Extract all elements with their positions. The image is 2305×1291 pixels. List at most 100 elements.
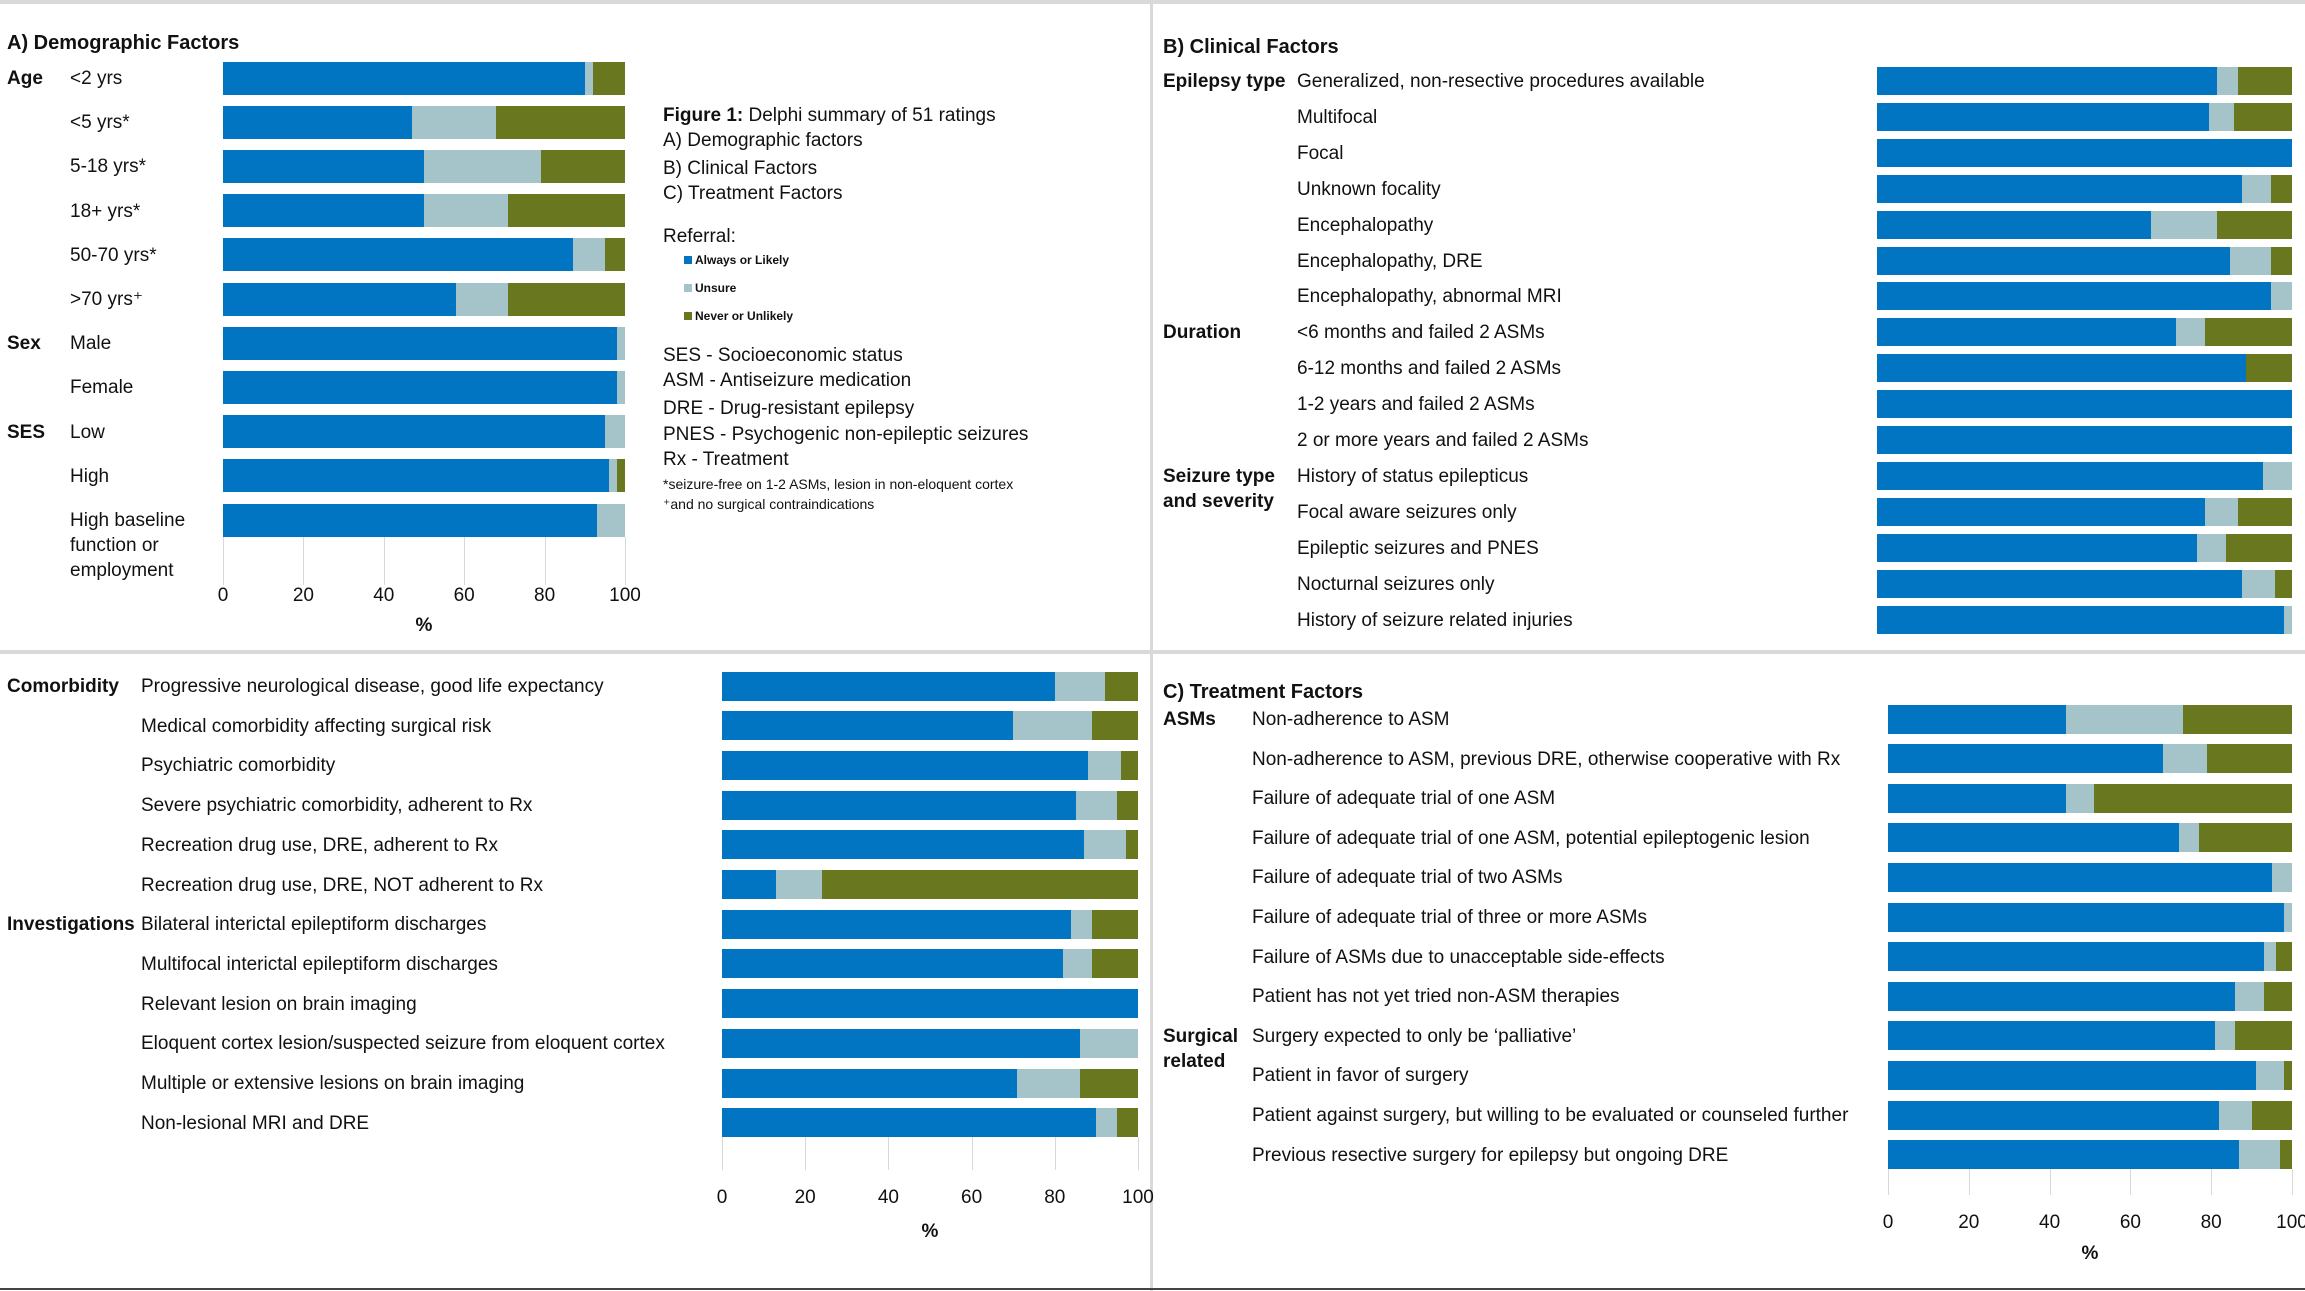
bar-segment-never bbox=[2279, 1140, 2292, 1170]
bar-segment-always bbox=[722, 909, 1072, 939]
bar-segment-always bbox=[722, 790, 1076, 820]
row-label: 2 or more years and failed 2 ASMs bbox=[1297, 430, 1589, 451]
gridline bbox=[1054, 1137, 1056, 1170]
bar-segment-always bbox=[1888, 1100, 2220, 1130]
vertical-divider bbox=[1150, 0, 1153, 1291]
row-label: Focal bbox=[1297, 142, 1344, 164]
caption-part-b: B) Clinical Factors bbox=[663, 158, 818, 179]
legend-item-always: Always or Likely bbox=[684, 253, 789, 267]
bar-segment-always bbox=[722, 671, 1055, 701]
row-label: Low bbox=[70, 421, 105, 443]
row-label: Recreation drug use, DRE, NOT adherent t… bbox=[141, 874, 544, 896]
bar-segment-always bbox=[223, 370, 617, 404]
bar-segment-always bbox=[1888, 902, 2284, 932]
x-axis-label: % bbox=[921, 1221, 939, 1242]
bar-segment-unsure bbox=[2262, 461, 2292, 490]
bar-segment-never bbox=[1079, 1068, 1138, 1098]
bar-segment-never bbox=[1117, 1108, 1138, 1138]
bar-segment-unsure bbox=[1096, 1108, 1118, 1138]
bar-segment-never bbox=[2271, 246, 2292, 275]
figure-label: Figure 1: bbox=[663, 105, 744, 126]
figure-text: Delphi summary of 51 ratings bbox=[743, 105, 996, 126]
bar-segment-always bbox=[722, 1068, 1018, 1098]
x-tick-label: 20 bbox=[292, 585, 314, 606]
x-tick-label: 20 bbox=[794, 1187, 816, 1208]
row-label: High baseline function or employment bbox=[70, 510, 186, 581]
bar-segment-unsure bbox=[616, 370, 625, 404]
bar-segment-never bbox=[1117, 790, 1138, 820]
bar-segment-unsure bbox=[1017, 1068, 1080, 1098]
gridline bbox=[2049, 1169, 2051, 1195]
bar-segment-never bbox=[2235, 1021, 2292, 1051]
bar-segment-always bbox=[223, 61, 585, 95]
bar-segment-unsure bbox=[1079, 1028, 1138, 1058]
bar-segment-unsure bbox=[584, 61, 593, 95]
legend-item-unsure: Unsure bbox=[684, 281, 736, 295]
bar-segment-unsure bbox=[2219, 1100, 2252, 1130]
x-tick-label: 60 bbox=[961, 1187, 983, 1208]
bar-segment-always bbox=[1888, 1021, 2216, 1051]
row-label: Non-adherence to ASM, previous DRE, othe… bbox=[1252, 748, 1841, 770]
bar-segment-unsure bbox=[776, 870, 822, 899]
x-tick-label: 60 bbox=[2119, 1212, 2141, 1233]
bar-segment-always bbox=[1877, 461, 2263, 490]
bar-segment-never bbox=[1092, 949, 1138, 979]
gridline bbox=[544, 536, 546, 585]
group-label: ASMs bbox=[1163, 709, 1216, 730]
bar-segment-unsure bbox=[2162, 744, 2208, 774]
abbreviation-asm: ASM - Antiseizure medication bbox=[663, 370, 912, 391]
bar-segment-never bbox=[496, 105, 625, 139]
bar-segment-never bbox=[2283, 1060, 2292, 1090]
bar-segment-always bbox=[1888, 823, 2179, 853]
row-label: Multifocal interictal epileptiform disch… bbox=[141, 953, 498, 975]
group-label: Sex bbox=[7, 333, 41, 355]
gridline bbox=[625, 536, 626, 585]
row-label: Patient has not yet tried non-ASM therap… bbox=[1252, 986, 1620, 1008]
bar-segment-always bbox=[722, 1108, 1097, 1138]
bar-segment-always bbox=[1877, 497, 2205, 526]
gridline bbox=[464, 536, 466, 585]
row-label: Psychiatric comorbidity bbox=[141, 755, 336, 777]
bottom-border bbox=[0, 1288, 2305, 1290]
group-label: Surgical related bbox=[1163, 1025, 1238, 1072]
bar-segment-unsure bbox=[2204, 497, 2239, 526]
legend-swatch bbox=[684, 284, 692, 292]
bar-segment-never bbox=[2271, 174, 2292, 203]
caption-part-c: C) Treatment Factors bbox=[663, 183, 843, 204]
bar-segment-unsure bbox=[1071, 909, 1093, 939]
row-label: Female bbox=[70, 377, 134, 399]
x-tick-label: 100 bbox=[609, 585, 641, 606]
x-axis-label: % bbox=[415, 615, 433, 636]
row-label: Failure of ASMs due to unacceptable side… bbox=[1252, 946, 1665, 968]
legend-label: Always or Likely bbox=[695, 253, 790, 267]
bar-segment-never bbox=[2263, 981, 2292, 1011]
row-label: <5 yrs* bbox=[70, 112, 130, 134]
bar-segment-always bbox=[1877, 605, 2284, 634]
abbreviation-rx: Rx - Treatment bbox=[663, 449, 789, 470]
bar-segment-unsure bbox=[2242, 569, 2276, 598]
bar-segment-never bbox=[2238, 67, 2292, 95]
gridline bbox=[805, 1137, 807, 1170]
bar-segment-unsure bbox=[2271, 282, 2292, 311]
group-label: SES bbox=[7, 421, 46, 443]
legend-title: Referral: bbox=[663, 226, 736, 247]
bar-segment-never bbox=[2182, 704, 2292, 734]
bar-segment-unsure bbox=[616, 326, 625, 360]
bar-segment-never bbox=[604, 238, 625, 272]
gridline bbox=[1968, 1169, 1970, 1195]
legend-label: Unsure bbox=[695, 281, 737, 295]
bar-segment-never bbox=[1121, 750, 1138, 780]
x-tick-label: 40 bbox=[373, 585, 395, 606]
legend-label: Never or Unlikely bbox=[695, 309, 794, 323]
bar-segment-never bbox=[1092, 909, 1138, 939]
row-label: High bbox=[70, 465, 110, 487]
bar-segment-always bbox=[1877, 210, 2151, 239]
row-label: Unknown focality bbox=[1297, 178, 1441, 200]
row-label: Previous resective surgery for epilepsy … bbox=[1252, 1144, 1729, 1166]
legend-item-never: Never or Unlikely bbox=[684, 309, 793, 323]
bar-segment-unsure bbox=[2255, 1060, 2284, 1090]
row-label: Epileptic seizures and PNES bbox=[1297, 537, 1539, 559]
row-label: Nocturnal seizures only bbox=[1297, 573, 1495, 595]
bar-segment-unsure bbox=[2217, 67, 2239, 95]
bar-segment-always bbox=[1877, 174, 2243, 203]
